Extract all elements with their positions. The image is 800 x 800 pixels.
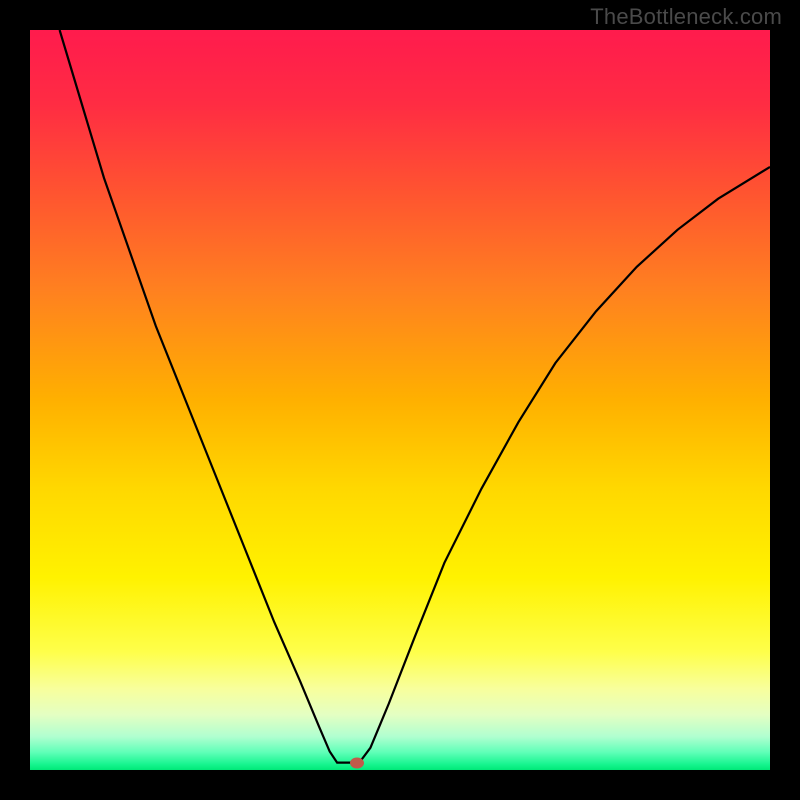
bottleneck-curve bbox=[60, 30, 770, 763]
minimum-point-marker bbox=[350, 757, 364, 768]
chart-plot-area bbox=[30, 30, 770, 770]
watermark-text: TheBottleneck.com bbox=[590, 4, 782, 30]
chart-curve-layer bbox=[30, 30, 770, 770]
